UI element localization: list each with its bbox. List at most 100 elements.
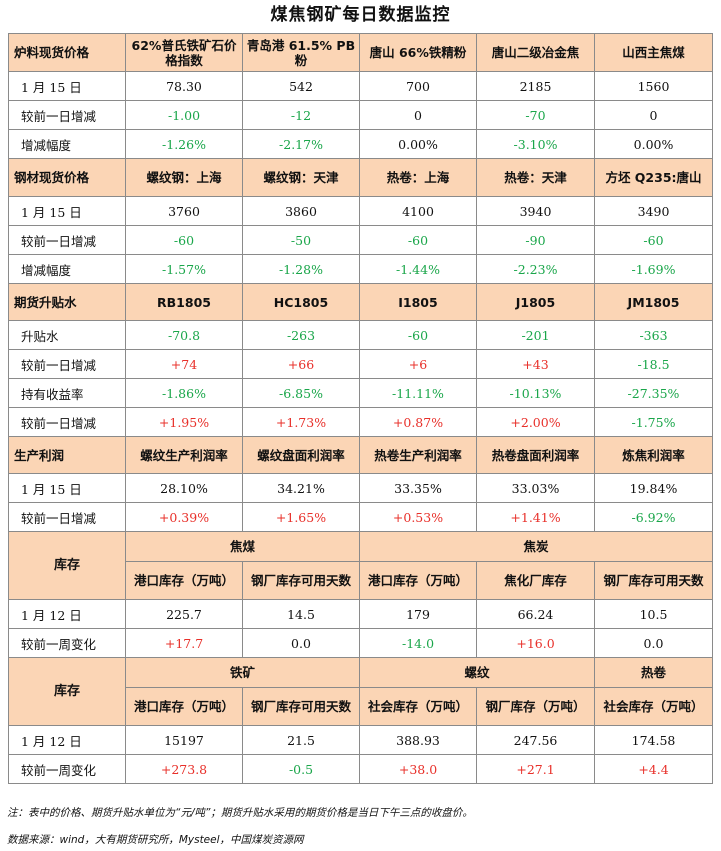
inventory-sub-header-row: 港口库存（万吨） 钢厂库存可用天数 社会库存（万吨） 钢厂库存（万吨） 社会库存（万吨）	[9, 687, 713, 726]
row-label: 增减幅度	[8, 254, 126, 284]
column-header: 港口库存（万吨）	[125, 561, 243, 600]
column-header: 钢厂库存（万吨）	[476, 687, 595, 726]
value-cell: +1.41%	[476, 502, 595, 532]
section-title: 钢材现货价格	[8, 158, 126, 197]
table-row: 较前一周变化 +273.8 -0.5 +38.0 +27.1 +4.4	[8, 754, 713, 784]
value-cell: -70.8	[125, 320, 243, 350]
value-cell: 3490	[594, 196, 713, 226]
value-cell: 19.84%	[594, 473, 713, 503]
value-cell: -60	[359, 225, 477, 255]
column-header: 钢厂库存可用天数	[242, 561, 360, 600]
value-cell: +16.0	[476, 628, 595, 658]
value-cell: -1.28%	[242, 254, 360, 284]
table-row: 增减幅度 -1.57% -1.28% -1.44% -2.23% -1.69%	[8, 254, 713, 284]
column-header: 螺纹盘面利润率	[242, 436, 360, 474]
value-cell: +2.00%	[476, 407, 595, 437]
group-header: 螺纹	[359, 657, 595, 688]
value-cell: -2.17%	[242, 129, 360, 159]
value-cell: -70	[476, 100, 595, 130]
table-row: 1 月 12 日 15197 21.5 388.93 247.56 174.58	[8, 725, 713, 755]
inventory-label: 库存	[8, 531, 126, 600]
section-header-row: 炉料现货价格 62%普氏铁矿石价格指数 青岛港 61.5% PB 粉唐山 66%铁精…	[8, 33, 713, 72]
row-label: 1 月 15 日	[8, 196, 126, 226]
column-header: 焦化厂库存	[476, 561, 595, 600]
column-header: 港口库存（万吨）	[125, 687, 243, 726]
value-cell: 3860	[242, 196, 360, 226]
value-cell: -12	[242, 100, 360, 130]
table-row: 持有收益率 -1.86% -6.85% -11.11% -10.13% -27.35%	[8, 378, 713, 408]
data-table: 炉料现货价格 62%普氏铁矿石价格指数 青岛港 61.5% PB 粉唐山 66%铁精…	[8, 33, 713, 784]
row-label: 持有收益率	[8, 378, 126, 408]
row-label: 较前一周变化	[8, 754, 126, 784]
value-cell: 388.93	[359, 725, 477, 755]
row-label: 较前一日增减	[8, 349, 126, 379]
value-cell: 14.5	[242, 599, 360, 629]
value-cell: +0.87%	[359, 407, 477, 437]
value-cell: +1.95%	[125, 407, 243, 437]
value-cell: -6.85%	[242, 378, 360, 408]
column-header: I1805	[359, 283, 477, 321]
value-cell: +6	[359, 349, 477, 379]
table-row: 较前一日增减 +74 +66 +6 +43 -18.5	[8, 349, 713, 379]
value-cell: -1.44%	[359, 254, 477, 284]
value-cell: 0	[359, 100, 477, 130]
column-header: 钢厂库存可用天数	[594, 561, 713, 600]
value-cell: -3.10%	[476, 129, 595, 159]
table-row: 1 月 15 日 3760 3860 4100 3940 3490	[8, 196, 713, 226]
value-cell: 1560	[594, 71, 713, 101]
value-cell: 34.21%	[242, 473, 360, 503]
column-header: 热卷：上海	[359, 158, 477, 197]
value-cell: -90	[476, 225, 595, 255]
value-cell: 4100	[359, 196, 477, 226]
column-header: 钢厂库存可用天数	[242, 687, 360, 726]
column-header: 社会库存（万吨）	[359, 687, 477, 726]
value-cell: +27.1	[476, 754, 595, 784]
column-header: 唐山 66%铁精粉	[359, 33, 477, 72]
column-header: 山西主焦煤	[594, 33, 713, 72]
value-cell: -50	[242, 225, 360, 255]
column-header: 热卷：天津	[476, 158, 595, 197]
value-cell: 225.7	[125, 599, 243, 629]
section-header-row: 生产利润 螺纹生产利润率 螺纹盘面利润率 热卷生产利润率 热卷盘面利润率 炼焦利润率	[8, 436, 713, 474]
value-cell: 0.00%	[594, 129, 713, 159]
value-cell: -1.57%	[125, 254, 243, 284]
value-cell: 247.56	[476, 725, 595, 755]
inventory-group-row: 库存 焦煤 焦炭	[8, 531, 713, 600]
table-row: 增减幅度 -1.26% -2.17% 0.00% -3.10% 0.00%	[8, 129, 713, 159]
column-header: RB1805	[125, 283, 243, 321]
value-cell: -263	[242, 320, 360, 350]
value-cell: -201	[476, 320, 595, 350]
column-header: JM1805	[594, 283, 713, 321]
value-cell: -0.5	[242, 754, 360, 784]
column-header: 唐山二级冶金焦	[476, 33, 595, 72]
value-cell: 78.30	[125, 71, 243, 101]
column-header: HC1805	[242, 283, 360, 321]
row-label: 升贴水	[8, 320, 126, 350]
value-cell: 28.10%	[125, 473, 243, 503]
value-cell: -11.11%	[359, 378, 477, 408]
value-cell: 3940	[476, 196, 595, 226]
value-cell: +4.4	[594, 754, 713, 784]
table-row: 较前一日增减 +1.95% +1.73% +0.87% +2.00% -1.75%	[8, 407, 713, 437]
column-header: 螺纹钢：天津	[242, 158, 360, 197]
column-header: J1805	[476, 283, 595, 321]
value-cell: -27.35%	[594, 378, 713, 408]
section-header-row: 期货升贴水 RB1805 HC1805 I1805 J1805 JM1805	[8, 283, 713, 321]
value-cell: -2.23%	[476, 254, 595, 284]
section-title: 期货升贴水	[8, 283, 126, 321]
value-cell: 33.03%	[476, 473, 595, 503]
value-cell: 10.5	[594, 599, 713, 629]
value-cell: 21.5	[242, 725, 360, 755]
value-cell: -14.0	[359, 628, 477, 658]
group-header: 焦炭	[359, 531, 713, 562]
unit-note: 注：表中的价格、期货升贴水单位为“元/吨”；期货升贴水采用的期货价格是当日下午三…	[7, 807, 473, 819]
group-header: 铁矿	[125, 657, 360, 688]
value-cell: 0	[594, 100, 713, 130]
value-cell: +0.39%	[125, 502, 243, 532]
column-header: 炼焦利润率	[594, 436, 713, 474]
value-cell: -1.86%	[125, 378, 243, 408]
section-title: 生产利润	[8, 436, 126, 474]
source-note: 数据来源：wind，大有期货研究所，Mysteel，中国煤炭资源网	[7, 834, 304, 846]
column-header: 港口库存（万吨）	[359, 561, 477, 600]
value-cell: 3760	[125, 196, 243, 226]
